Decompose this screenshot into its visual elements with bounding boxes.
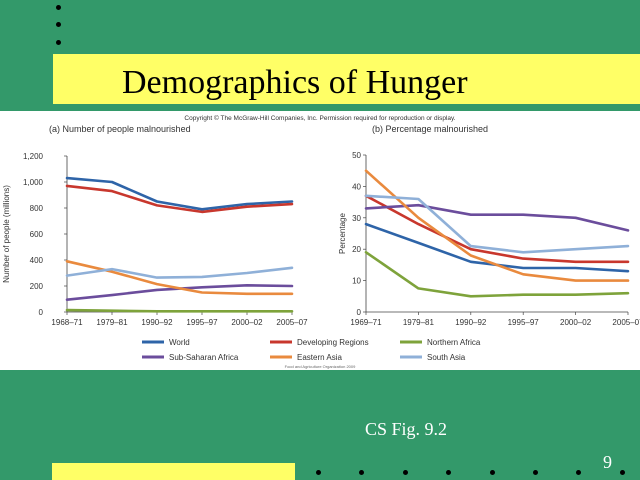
x-tick-label: 1990–92 [455, 318, 487, 327]
y-axis-label: Number of people (millions) [2, 185, 11, 283]
series-line-eastern-asia [364, 169, 630, 282]
x-tick-label: 1979–81 [403, 318, 435, 327]
x-tick-label: 1969–71 [350, 318, 382, 327]
legend-label-south-asia: South Asia [427, 353, 466, 362]
source-note: Food and Agriculture Organization 2009 [285, 364, 356, 369]
y-tick-label: 0 [357, 308, 362, 317]
decor-dot [446, 470, 451, 475]
y-tick-label: 30 [352, 214, 361, 223]
decor-dot [620, 470, 625, 475]
decor-dot [56, 22, 61, 27]
chart-b: (b) Percentage malnourished Percentage 0 10… [338, 124, 640, 327]
x-tick-label: 2005–07 [612, 318, 640, 327]
chart-title: (b) Percentage malnourished [372, 124, 488, 134]
y-tick-label: 400 [30, 256, 44, 265]
legend-label-sub-saharan-africa: Sub-Saharan Africa [169, 353, 239, 362]
legend-label-eastern-asia: Eastern Asia [297, 353, 342, 362]
y-tick-label: 40 [352, 182, 361, 191]
series-line-south-asia [65, 266, 294, 279]
figure-svg: Copyright © The McGraw-Hill Companies, I… [2, 114, 640, 369]
x-tick-label: 1990–92 [141, 318, 173, 327]
y-tick-label: 20 [352, 245, 361, 254]
y-tick-label: 1,000 [23, 178, 44, 187]
y-tick-label: 50 [352, 151, 361, 160]
decor-dot [316, 470, 321, 475]
series-line-developing-regions [65, 184, 294, 214]
decor-dot [56, 5, 61, 10]
y-tick-label: 600 [30, 230, 44, 239]
bottom-bar [52, 463, 295, 480]
decor-dot [56, 40, 61, 45]
x-tick-label: 1995–97 [186, 318, 218, 327]
x-tick-label: 2000–02 [231, 318, 263, 327]
decor-dot [490, 470, 495, 475]
slide-title: Demographics of Hunger [122, 64, 468, 101]
chart-a: (a) Number of people malnourished Number … [2, 124, 308, 327]
legend-label-northern-africa: Northern Africa [427, 338, 481, 347]
x-tick-label: 2005–07 [276, 318, 308, 327]
y-tick-label: 200 [30, 282, 44, 291]
decor-dot [359, 470, 364, 475]
figure-caption: CS Fig. 9.2 [365, 419, 448, 439]
y-tick-label: 1,200 [23, 152, 44, 161]
chart-title: (a) Number of people malnourished [49, 124, 191, 134]
series-line-south-asia [364, 194, 630, 254]
y-tick-label: 10 [352, 277, 361, 286]
legend-label-developing-regions: Developing Regions [297, 338, 369, 347]
x-tick-label: 2000–02 [560, 318, 592, 327]
legend-label-world: World [169, 338, 190, 347]
y-tick-label: 0 [39, 308, 44, 317]
page-number: 9 [603, 452, 612, 472]
x-tick-label: 1968–71 [51, 318, 83, 327]
x-tick-label: 1979–81 [96, 318, 128, 327]
series-line-developing-regions [364, 194, 630, 264]
title-bar [53, 54, 640, 104]
legend: World Developing Regions Northern Africa Su… [142, 338, 481, 362]
series-line-northern-africa [65, 308, 294, 313]
copyright-notice: Copyright © The McGraw-Hill Companies, I… [184, 114, 455, 122]
figure-panel: Copyright © The McGraw-Hill Companies, I… [0, 111, 640, 370]
y-axis-label: Percentage [338, 212, 347, 253]
x-tick-label: 1995–97 [508, 318, 540, 327]
series-line-sub-saharan-africa [364, 203, 630, 232]
series-line-northern-africa [364, 251, 630, 298]
decor-dot [403, 470, 408, 475]
decor-dot [533, 470, 538, 475]
y-tick-label: 800 [30, 204, 44, 213]
series-line-world [65, 176, 294, 211]
decor-dot [576, 470, 581, 475]
